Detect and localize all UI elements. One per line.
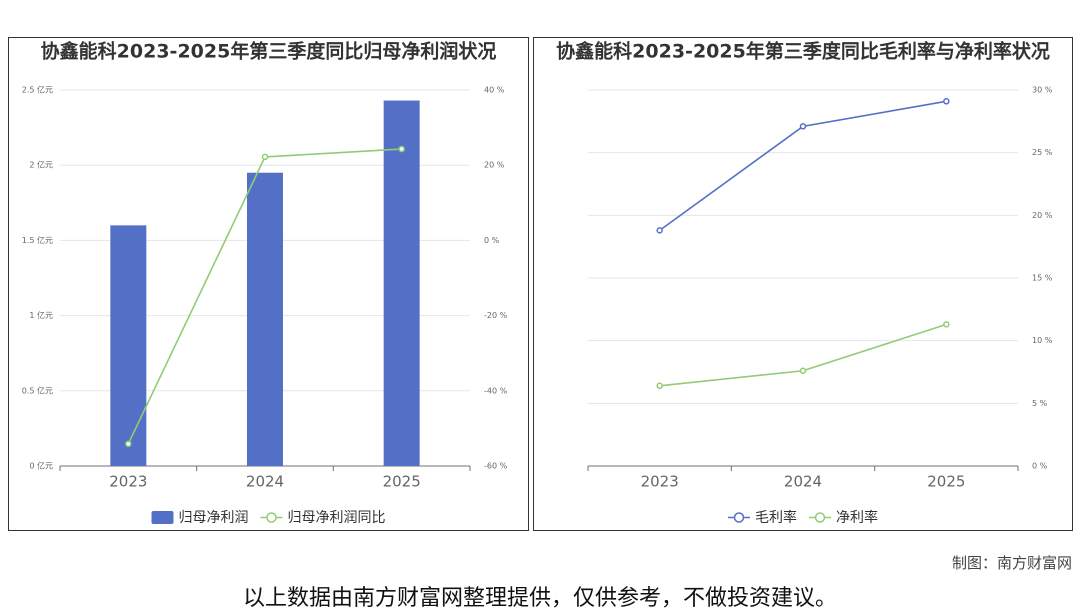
point bbox=[799, 367, 807, 374]
y2-tick-label: 5 % bbox=[1032, 399, 1048, 408]
y2-tick-label: 25 % bbox=[1032, 148, 1053, 157]
y2-tick-label: 0 % bbox=[1032, 462, 1048, 471]
y2-tick-label: 20 % bbox=[484, 161, 505, 170]
x-tick-label: 2024 bbox=[784, 473, 822, 491]
x-tick-label: 2023 bbox=[109, 473, 147, 491]
x-tick-label: 2024 bbox=[246, 473, 284, 491]
y2-tick-label: 10 % bbox=[1032, 336, 1053, 345]
point bbox=[261, 153, 269, 161]
line bbox=[659, 100, 947, 232]
bar bbox=[383, 100, 420, 466]
y2-tick-label: -60 % bbox=[484, 462, 508, 471]
chart-panel: 协鑫能科2023-2025年第三季度同比归母净利润状况 0 亿元 0.5 亿元 1 亿… bbox=[8, 37, 529, 531]
legend-swatch bbox=[151, 511, 174, 524]
y-tick-label: 2.5 亿元 bbox=[22, 85, 53, 95]
y2-tick-label: 20 % bbox=[1032, 211, 1053, 220]
panel-frame bbox=[533, 37, 1073, 531]
x-tick-label: 2025 bbox=[383, 473, 421, 491]
y-tick-label: 1 亿元 bbox=[29, 310, 53, 320]
bar bbox=[110, 225, 147, 466]
point bbox=[943, 321, 950, 328]
point bbox=[943, 98, 950, 105]
disclaimer: 以上数据由南方财富网整理提供，仅供参考，不做投资建议。 bbox=[242, 586, 837, 611]
y2-tick-label: 30 % bbox=[1032, 86, 1053, 95]
chart-panel: 协鑫能科2023-2025年第三季度同比毛利率与净利率状况 0 % 5 % 10 % 1… bbox=[533, 37, 1073, 531]
y2-tick-label: 0 % bbox=[484, 236, 500, 245]
x-tick-label: 2025 bbox=[927, 473, 965, 491]
y-tick-label: 0.5 亿元 bbox=[22, 385, 53, 395]
legend: 毛利率 净利率 bbox=[728, 509, 878, 526]
x-tick-label: 2023 bbox=[641, 473, 679, 491]
y-tick-label: 0 亿元 bbox=[29, 461, 53, 471]
y2-tick-label: -20 % bbox=[484, 311, 508, 320]
credit: 制图：南方财富网 bbox=[951, 554, 1072, 572]
legend-swatch bbox=[814, 512, 826, 523]
legend-label: 净利率 bbox=[836, 509, 878, 526]
legend: 归母净利润 归母净利润同比 bbox=[151, 509, 386, 526]
line bbox=[659, 323, 947, 387]
point bbox=[125, 440, 132, 448]
legend-swatch bbox=[266, 512, 277, 523]
point bbox=[799, 123, 807, 130]
legend-label: 归母净利润同比 bbox=[288, 509, 386, 526]
y-tick-label: 1.5 亿元 bbox=[22, 235, 53, 245]
y-tick-label: 2 亿元 bbox=[29, 160, 53, 170]
panel-frame bbox=[8, 37, 529, 531]
point bbox=[398, 145, 405, 153]
bar bbox=[247, 172, 283, 466]
point bbox=[656, 382, 663, 390]
legend-label: 毛利率 bbox=[755, 509, 797, 526]
legend-swatch bbox=[733, 512, 745, 523]
chart-title: 协鑫能科2023-2025年第三季度同比毛利率与净利率状况 bbox=[556, 40, 1050, 63]
legend-label: 归母净利润 bbox=[179, 509, 249, 526]
y2-tick-label: 15 % bbox=[1032, 274, 1053, 283]
y2-tick-label: 40 % bbox=[484, 86, 505, 95]
y2-tick-label: -40 % bbox=[484, 386, 508, 395]
chart-title: 协鑫能科2023-2025年第三季度同比归母净利润状况 bbox=[41, 40, 497, 63]
point bbox=[656, 227, 663, 234]
